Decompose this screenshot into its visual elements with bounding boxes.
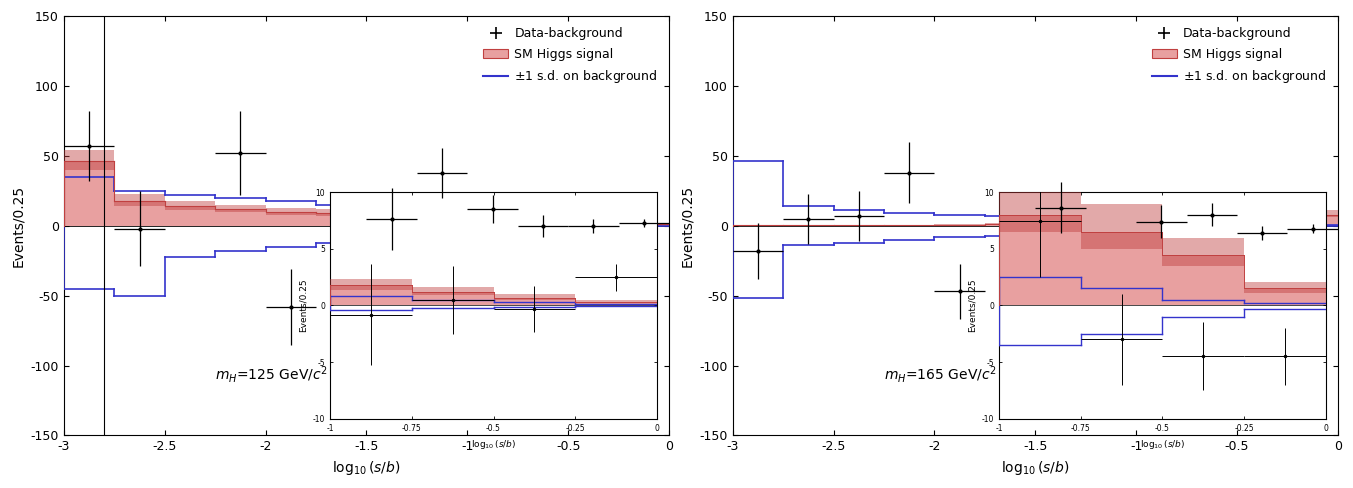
X-axis label: $\log_{10}(s/b)$: $\log_{10}(s/b)$ (331, 459, 400, 477)
Text: $m_H$=165 GeV/$c^2$: $m_H$=165 GeV/$c^2$ (884, 364, 997, 385)
Y-axis label: Events/0.25: Events/0.25 (11, 185, 26, 267)
X-axis label: $\log_{10}(s/b)$: $\log_{10}(s/b)$ (1001, 459, 1070, 477)
Legend: Data-background, SM Higgs signal, $\pm$1 s.d. on background: Data-background, SM Higgs signal, $\pm$1… (1147, 22, 1331, 90)
Legend: Data-background, SM Higgs signal, $\pm$1 s.d. on background: Data-background, SM Higgs signal, $\pm$1… (478, 22, 663, 90)
Y-axis label: Events/0.25: Events/0.25 (681, 185, 694, 267)
Text: $m_H$=125 GeV/$c^2$: $m_H$=125 GeV/$c^2$ (215, 364, 327, 385)
